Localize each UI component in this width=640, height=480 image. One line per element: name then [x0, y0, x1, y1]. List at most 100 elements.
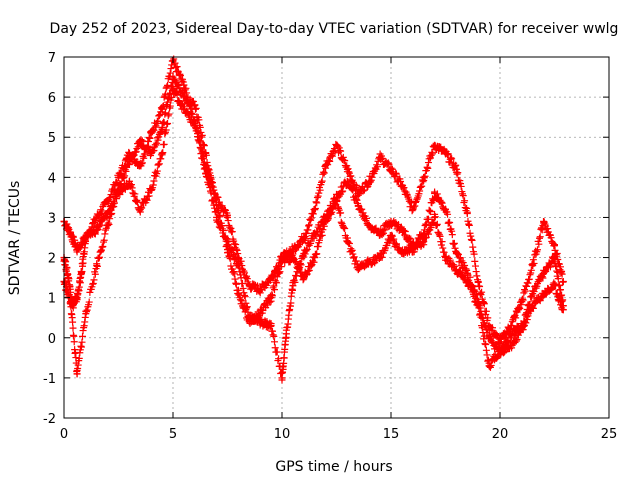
data-point: [409, 205, 417, 213]
data-point: [267, 322, 275, 330]
data-point: [376, 229, 384, 237]
data-point: [245, 282, 253, 290]
data-point: [518, 298, 526, 306]
data-point: [311, 229, 319, 237]
data-point: [267, 274, 275, 282]
data-point: [256, 310, 264, 318]
data-point: [431, 141, 439, 149]
data-point: [507, 330, 515, 338]
y-tick-label: -2: [43, 412, 56, 427]
data-point: [507, 342, 515, 350]
data-point: [73, 294, 81, 302]
data-point: [125, 157, 133, 165]
y-tick-label: -1: [43, 372, 56, 387]
data-point: [234, 290, 242, 298]
y-axis-ticks: -2 -1 0 1 2 3 4 5 6 7: [43, 51, 609, 427]
data-point: [551, 242, 558, 250]
x-tick-label: 10: [274, 427, 291, 442]
series-track-3: [60, 73, 567, 378]
data-point: [343, 177, 351, 185]
data-point: [147, 149, 155, 157]
data-point: [387, 165, 395, 173]
data-point: [559, 302, 567, 310]
data-point: [354, 201, 362, 209]
data-point: [180, 105, 188, 113]
data-point: [115, 185, 122, 193]
data-point: [82, 310, 90, 318]
data-point: [311, 254, 319, 262]
data-point: [93, 213, 101, 221]
data-point: [82, 234, 90, 241]
data-point: [322, 161, 330, 169]
y-tick-label: 3: [48, 211, 56, 226]
data-point: [202, 149, 210, 157]
data-point: [300, 234, 308, 241]
x-tick-label: 5: [169, 427, 177, 442]
data-point: [300, 250, 308, 258]
y-tick-label: 5: [48, 131, 56, 146]
data-point: [529, 262, 537, 270]
data-point: [452, 165, 460, 173]
data-point: [180, 93, 188, 101]
data-point: [343, 238, 351, 246]
data-point: [398, 250, 406, 258]
series-track-2: [60, 82, 567, 384]
data-point: [540, 290, 548, 298]
y-tick-label: 2: [48, 252, 56, 267]
data-point: [540, 270, 548, 278]
data-point: [354, 266, 362, 274]
data-point: [136, 205, 144, 213]
data-point: [518, 322, 526, 330]
data-point: [93, 225, 101, 233]
data-point: [158, 125, 166, 133]
x-axis-label: GPS time / hours: [275, 459, 392, 475]
data-point: [485, 334, 493, 342]
data-point: [93, 262, 101, 270]
data-point: [431, 189, 439, 197]
data-point: [213, 201, 221, 209]
data-point: [147, 185, 155, 193]
data-point: [67, 298, 75, 306]
data-point: [322, 217, 330, 225]
data-point: [420, 229, 428, 237]
data-point: [529, 290, 537, 298]
data-point: [289, 282, 297, 290]
data-point: [333, 197, 340, 205]
data-point: [191, 101, 199, 109]
data-point: [104, 221, 112, 229]
y-tick-label: 0: [48, 332, 56, 347]
data-point: [387, 234, 395, 241]
data-point: [267, 294, 275, 302]
data-point: [376, 254, 384, 262]
data-point: [245, 318, 253, 326]
data-point: [398, 225, 406, 233]
data-point: [463, 209, 471, 217]
x-tick-label: 25: [601, 427, 618, 442]
y-tick-label: 1: [48, 292, 56, 307]
x-tick-label: 20: [492, 427, 509, 442]
data-points: [60, 55, 567, 384]
data-point: [136, 161, 144, 169]
data-point: [365, 258, 373, 266]
data-point: [289, 254, 297, 262]
data-point: [224, 246, 231, 254]
plot-frame: [63, 56, 610, 419]
data-point: [64, 274, 72, 282]
y-tick-label: 7: [48, 51, 56, 66]
x-axis-ticks: 0 5 10 15 20 25: [60, 57, 617, 442]
data-point: [104, 197, 112, 205]
data-point: [496, 346, 504, 354]
x-tick-label: 15: [383, 427, 400, 442]
data-point: [77, 270, 85, 278]
y-tick-label: 4: [48, 171, 56, 186]
y-tick-label: 6: [48, 91, 56, 106]
data-point: [278, 258, 286, 266]
data-point: [431, 213, 439, 221]
data-point: [136, 137, 144, 145]
data-point: [420, 173, 428, 181]
data-point: [474, 302, 482, 310]
data-point: [234, 262, 242, 270]
data-point: [73, 370, 81, 378]
data-point: [551, 254, 558, 262]
